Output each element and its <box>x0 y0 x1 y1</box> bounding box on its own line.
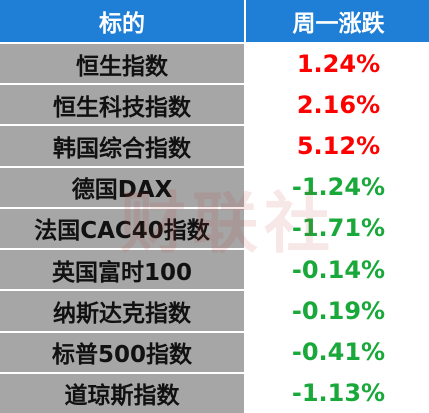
change-value: -0.14% <box>246 250 429 290</box>
header-cell: 周一涨跌 <box>246 0 429 42</box>
change-value: 1.24% <box>246 44 429 84</box>
index-name: 道琼斯指数 <box>0 373 244 413</box>
change-value: -0.41% <box>246 332 429 372</box>
index-name: 恒生科技指数 <box>0 85 244 125</box>
index-name: 韩国综合指数 <box>0 126 244 166</box>
change-value: 5.12% <box>246 126 429 166</box>
change-value: -1.13% <box>246 373 429 413</box>
index-name: 标普500指数 <box>0 332 244 372</box>
index-name: 法国CAC40指数 <box>0 208 244 249</box>
change-value: -1.71% <box>246 208 429 249</box>
index-name: 纳斯达克指数 <box>0 291 244 331</box>
index-name: 德国DAX <box>0 167 244 207</box>
header-cell: 标的 <box>0 0 244 42</box>
change-value: -1.24% <box>246 167 429 207</box>
change-value: 2.16% <box>246 85 429 125</box>
change-value: -0.19% <box>246 291 429 331</box>
index-name: 英国富时100 <box>0 250 244 290</box>
index-name: 恒生指数 <box>0 44 244 84</box>
